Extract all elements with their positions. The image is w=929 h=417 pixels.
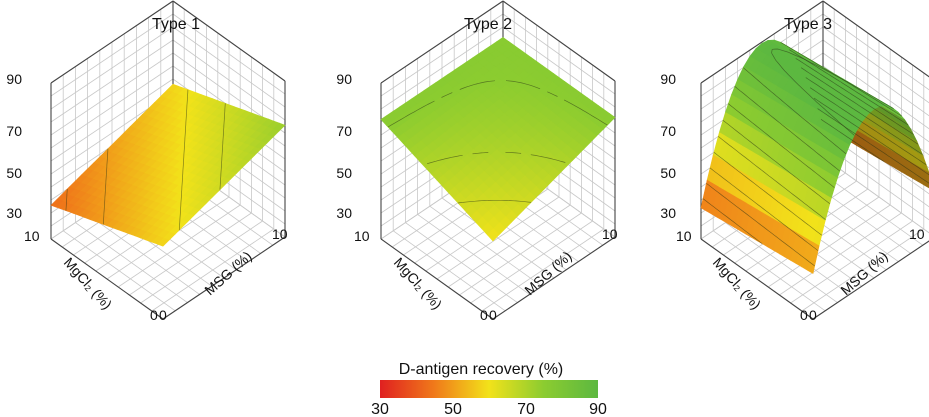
grid-line	[812, 240, 929, 320]
grid-line	[50, 0, 174, 84]
surface-cell	[486, 228, 500, 242]
z-tick-label: 30	[336, 205, 352, 221]
y-tick-label: 0	[489, 307, 497, 323]
contour-line	[722, 67, 919, 204]
surface-panel-type-2: Type 2 90 70 50 30 10 0 0 10 MgCl₂ (%) M…	[336, 0, 618, 323]
colorbar-tick-label: 70	[517, 401, 535, 417]
grid-line	[822, 13, 929, 91]
contour-lines	[65, 89, 226, 231]
contour-line	[457, 199, 532, 204]
contour-line	[387, 80, 608, 128]
grid-line	[172, 39, 286, 121]
y-tick-label: 10	[272, 226, 288, 242]
y-tick-label: 0	[809, 307, 817, 323]
surface-panel-type-3: Type 3 90 70 50 30 10 0 0 10 MgCl₂ (%) M…	[660, 0, 929, 323]
grid-line	[50, 13, 174, 97]
x-tick-label: 10	[354, 228, 370, 244]
contour-line	[219, 103, 226, 190]
grid-line	[822, 52, 929, 130]
contour-line	[717, 77, 923, 220]
z-tick-label: 30	[660, 205, 676, 221]
z-tick-label: 70	[6, 123, 22, 139]
y-axis-label: MSG (%)	[521, 248, 574, 298]
grid-line	[172, 26, 286, 108]
z-tick-label: 90	[660, 71, 676, 87]
contour-line	[178, 89, 189, 231]
x-tick-label: 10	[24, 228, 40, 244]
grid-line	[50, 52, 174, 136]
contour-line	[65, 189, 68, 211]
grid-line	[172, 13, 286, 95]
grid-line	[380, 13, 504, 97]
grid-line	[822, 0, 929, 78]
grid-line	[172, 0, 286, 82]
colorbar-tick-label: 90	[589, 401, 607, 417]
grid-line	[380, 0, 504, 84]
grid-line	[700, 238, 814, 320]
z-tick-label: 90	[6, 71, 22, 87]
x-tick-label: 0	[800, 307, 808, 323]
z-tick-label: 50	[6, 165, 22, 181]
panel-title: Type 1	[152, 16, 200, 33]
grid-line	[502, 26, 616, 108]
y-tick-label: 10	[909, 226, 925, 242]
contour-line	[734, 49, 909, 172]
contour-line	[713, 87, 927, 236]
surface-cell	[807, 242, 820, 274]
x-tick-label: 0	[150, 307, 158, 323]
z-tick-label: 90	[336, 71, 352, 87]
grid-line	[822, 156, 929, 234]
grid-line	[50, 65, 174, 149]
y-tick-label: 0	[159, 307, 167, 323]
grid-line	[380, 26, 504, 110]
surface-cell	[156, 237, 170, 247]
colorbar-title: D-antigen recovery (%)	[399, 361, 564, 378]
grid-line	[441, 197, 555, 279]
contour-line	[427, 151, 566, 165]
z-tick-label: 70	[660, 123, 676, 139]
z-tick-label: 50	[336, 165, 352, 181]
grid-line	[380, 238, 494, 320]
y-axis-label: MSG (%)	[201, 248, 254, 298]
grid-line	[700, 0, 824, 84]
colorbar-tick-label: 30	[371, 401, 389, 417]
surface-panel-type-1: Type 1 90 70 50 30 10 0 0 10 MgCl₂ (%) M…	[6, 0, 288, 323]
grid-line	[162, 236, 286, 320]
grid-line	[502, 0, 616, 82]
contour-line	[771, 48, 894, 136]
panel-title: Type 2	[464, 16, 512, 33]
grid-line	[822, 39, 929, 117]
z-tick-label: 50	[660, 165, 676, 181]
contour-lines	[387, 80, 608, 204]
x-tick-label: 0	[480, 307, 488, 323]
panel-title: Type 3	[784, 16, 832, 33]
colorbar-legend: D-antigen recovery (%) 30 50 70 90	[371, 361, 607, 417]
contour-line	[728, 58, 914, 188]
y-tick-label: 10	[602, 226, 618, 242]
colorbar-tick-label: 50	[444, 401, 462, 417]
grid-line	[50, 238, 164, 320]
contour-line	[102, 148, 109, 225]
grid-line	[822, 26, 929, 104]
contour-lines	[702, 42, 929, 267]
colorbar-gradient	[380, 380, 598, 398]
z-tick-label: 70	[336, 123, 352, 139]
contour-line	[709, 97, 929, 251]
grid-line	[492, 236, 616, 320]
contour-line	[702, 119, 885, 244]
grid-line	[50, 39, 174, 123]
grid-line	[50, 26, 174, 110]
x-tick-label: 10	[676, 228, 692, 244]
grid-line	[50, 78, 174, 162]
y-axis-label: MSG (%)	[837, 248, 890, 298]
x-axis-label: MgCl₂ (%)	[710, 254, 765, 312]
grid-line	[502, 13, 616, 95]
z-tick-label: 30	[6, 205, 22, 221]
